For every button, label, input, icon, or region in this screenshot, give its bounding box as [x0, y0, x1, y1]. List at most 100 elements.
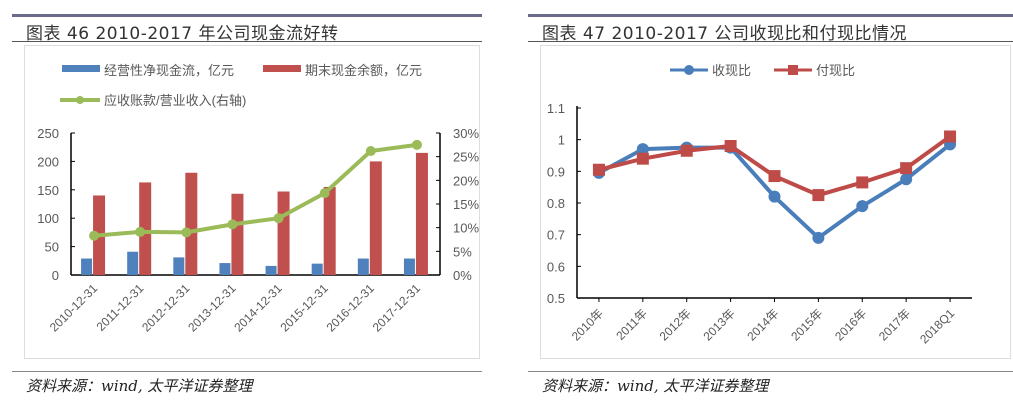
y-tick-label: 0.6: [547, 259, 565, 274]
bar-cash-balance: [415, 152, 428, 275]
y2-tick-label: 25%: [453, 150, 479, 165]
x-tick-label: 2011年: [613, 306, 650, 343]
point-receivables-ratio: [365, 145, 376, 156]
y2-tick-label: 30%: [453, 126, 479, 141]
y-tick-label: 1: [558, 133, 565, 148]
x-tick-label: 2016年: [832, 306, 869, 343]
y-tick-label: 0: [52, 268, 59, 283]
legend-label-collection-ratio: 收现比: [712, 63, 751, 78]
legend-label-cash-balance: 期末现金余额，亿元: [305, 63, 422, 78]
point-collection-ratio: [768, 190, 781, 203]
y-tick-label: 0.8: [547, 196, 565, 211]
point-receivables-ratio: [273, 213, 284, 224]
x-tick-label: 2015年: [788, 306, 825, 343]
y2-tick-label: 20%: [453, 173, 479, 188]
figure-46-title: 图表 46 2010-2017 年公司现金流好转: [26, 24, 339, 44]
point-collection-ratio: [856, 200, 869, 213]
x-tick-label: 2018Q1: [917, 306, 957, 346]
legend-label-receivables-ratio: 应收账款/营业收入(右轴): [104, 93, 246, 108]
x-tick-label: 2014年: [744, 306, 781, 343]
x-tick-label: 2013-12-31: [185, 281, 239, 335]
y2-tick-label: 15%: [453, 197, 479, 212]
source-rule: [12, 371, 482, 372]
point-payment-ratio: [768, 170, 781, 183]
legend-label-operating-cashflow: 经营性净现金流，亿元: [104, 63, 234, 78]
y2-tick-label: 0%: [453, 268, 472, 283]
point-receivables-ratio: [411, 139, 422, 150]
title-rule: [12, 14, 482, 17]
point-payment-ratio: [944, 130, 957, 143]
bar-operating-cashflow: [265, 265, 277, 275]
x-tick-label: 2014-12-31: [231, 281, 285, 335]
bar-operating-cashflow: [127, 251, 139, 275]
legend-marker-square: [788, 65, 798, 75]
x-tick-label: 2017年: [876, 306, 913, 343]
source-rule: [528, 371, 1013, 372]
bar-cash-balance: [185, 172, 198, 275]
chart-frame: [540, 45, 1011, 359]
point-collection-ratio: [636, 143, 649, 156]
point-payment-ratio: [592, 163, 605, 176]
y-tick-label: 250: [37, 126, 59, 141]
y-tick-label: 0.5: [547, 291, 565, 306]
x-tick-label: 2012-12-31: [139, 281, 193, 335]
bar-cash-balance: [139, 182, 152, 275]
x-tick-label: 2010年: [569, 306, 606, 343]
y2-tick-label: 5%: [453, 244, 472, 259]
y-tick-label: 100: [37, 211, 59, 226]
point-collection-ratio: [900, 173, 913, 186]
title-underline: [12, 41, 482, 42]
bar-operating-cashflow: [311, 263, 323, 275]
x-tick-label: 2016-12-31: [324, 281, 378, 335]
x-tick-label: 2013年: [700, 306, 737, 343]
legend-marker-circle: [684, 65, 694, 75]
title-underline: [528, 41, 1013, 42]
x-tick-label: 2015-12-31: [277, 281, 331, 335]
y-tick-label: 50: [45, 240, 59, 255]
point-payment-ratio: [900, 162, 913, 175]
y-tick-label: 1.1: [547, 101, 565, 116]
figure-47-panel: 图表 47 2010-2017 公司收现比和付现比情况 收现比 付现比 0.5 0.6…: [516, 0, 1013, 405]
bar-operating-cashflow: [219, 263, 231, 275]
legend-label-payment-ratio: 付现比: [816, 63, 855, 78]
x-tick-label: 2011-12-31: [94, 281, 147, 334]
title-rule: [528, 14, 1013, 17]
point-receivables-ratio: [135, 226, 146, 237]
bar-cash-balance: [231, 193, 244, 275]
point-receivables-ratio: [89, 230, 100, 241]
x-tick-label: 2017-12-31: [370, 281, 424, 335]
bar-cash-balance: [277, 191, 290, 275]
bar-cash-balance: [323, 186, 336, 275]
point-receivables-ratio: [181, 227, 192, 238]
bar-operating-cashflow: [357, 258, 369, 275]
point-payment-ratio: [724, 140, 737, 152]
figure-47-title: 图表 47 2010-2017 公司收现比和付现比情况: [542, 24, 908, 44]
point-receivables-ratio: [227, 219, 238, 230]
y-tick-label: 0.7: [547, 228, 565, 243]
figure-46-panel: 图表 46 2010-2017 年公司现金流好转 经营性净现金流，亿元 期末现金余…: [0, 0, 482, 405]
point-payment-ratio: [856, 176, 869, 189]
point-receivables-ratio: [319, 188, 330, 199]
legend-swatch-cash-balance: [263, 65, 301, 72]
bar-operating-cashflow: [403, 258, 415, 275]
source-note: 资料来源：wind, 太平洋证券整理: [26, 377, 253, 395]
bar-operating-cashflow: [173, 257, 185, 275]
y-tick-label: 200: [37, 154, 59, 169]
point-payment-ratio: [812, 189, 825, 202]
point-collection-ratio: [812, 231, 825, 244]
y-tick-label: 150: [37, 183, 59, 198]
x-tick-label: 2010-12-31: [47, 281, 101, 335]
x-tick-label: 2012年: [657, 306, 694, 343]
bar-operating-cashflow: [81, 258, 93, 275]
legend-swatch-operating-cashflow: [62, 65, 100, 72]
point-payment-ratio: [680, 144, 693, 157]
y2-tick-label: 10%: [453, 221, 479, 236]
legend-marker-receivables-ratio: [76, 96, 84, 104]
ratio-chart: 收现比 付现比 0.5 0.6 0.7 0.8 0.9 1 1.1 2010年 2011年 2012年…: [547, 63, 972, 346]
bar-cash-balance: [369, 161, 382, 275]
chart-frame: [24, 45, 480, 359]
source-note: 资料来源：wind, 太平洋证券整理: [542, 377, 769, 395]
y-tick-label: 0.9: [547, 164, 565, 179]
line-receivables-ratio: [93, 142, 418, 238]
